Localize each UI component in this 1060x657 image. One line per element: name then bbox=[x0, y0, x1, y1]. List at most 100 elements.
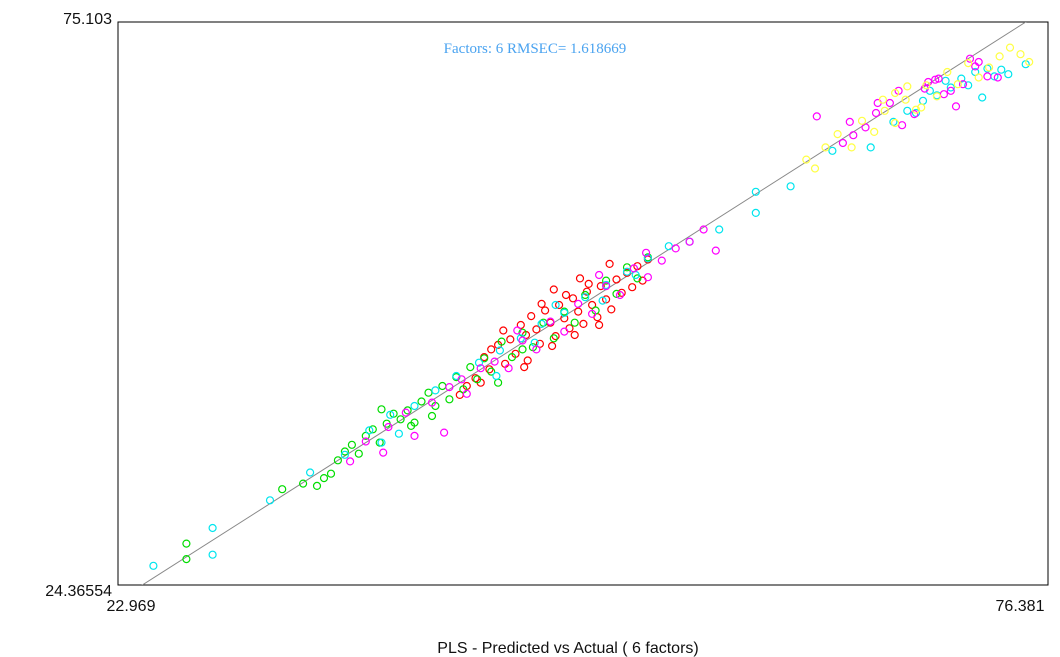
data-point bbox=[974, 57, 983, 67]
data-point bbox=[537, 319, 546, 328]
data-point bbox=[857, 116, 867, 125]
data-point bbox=[786, 182, 795, 191]
data-point bbox=[617, 288, 626, 297]
data-point bbox=[657, 256, 666, 265]
data-point bbox=[340, 447, 349, 456]
data-point bbox=[932, 92, 942, 101]
data-point bbox=[601, 295, 611, 304]
data-point bbox=[838, 138, 848, 148]
data-point bbox=[554, 300, 564, 310]
data-point bbox=[368, 425, 377, 434]
y-tick-label-bottom: 24.36554 bbox=[45, 583, 112, 600]
data-point bbox=[182, 539, 191, 548]
data-point bbox=[487, 345, 496, 354]
data-point bbox=[473, 375, 482, 384]
data-point bbox=[540, 306, 550, 315]
data-point bbox=[532, 345, 541, 354]
data-point bbox=[903, 82, 912, 91]
data-point bbox=[427, 411, 437, 421]
data-point bbox=[1005, 43, 1015, 52]
data-point bbox=[1016, 50, 1025, 59]
data-point bbox=[424, 388, 433, 397]
data-point bbox=[939, 90, 949, 99]
data-point bbox=[547, 341, 557, 351]
data-point bbox=[340, 450, 349, 459]
data-point bbox=[601, 276, 611, 285]
data-point bbox=[878, 95, 888, 104]
data-point bbox=[427, 398, 437, 407]
data-point bbox=[903, 106, 912, 115]
data-point bbox=[870, 127, 879, 136]
data-point bbox=[490, 357, 499, 366]
data-point bbox=[354, 449, 363, 458]
data-point bbox=[594, 320, 604, 330]
data-point bbox=[401, 408, 410, 417]
data-point bbox=[182, 554, 191, 564]
data-point bbox=[911, 105, 921, 114]
data-point bbox=[951, 102, 961, 111]
data-point bbox=[871, 108, 881, 118]
data-point bbox=[671, 244, 680, 253]
data-point bbox=[847, 143, 856, 152]
data-point bbox=[326, 469, 336, 478]
data-point bbox=[312, 481, 322, 490]
data-point bbox=[518, 336, 527, 345]
data-point bbox=[946, 86, 955, 95]
data-point bbox=[410, 431, 419, 440]
data-point bbox=[575, 274, 585, 283]
data-point bbox=[574, 307, 583, 316]
data-point bbox=[890, 118, 900, 128]
data-point bbox=[897, 121, 907, 130]
data-point bbox=[386, 410, 395, 419]
data-points bbox=[149, 43, 1034, 570]
data-point bbox=[579, 319, 588, 328]
data-point bbox=[377, 438, 386, 447]
data-point bbox=[598, 296, 607, 305]
data-point bbox=[711, 246, 720, 255]
y-tick-label-top: 75.103 bbox=[63, 11, 112, 28]
data-point bbox=[612, 275, 621, 284]
data-point bbox=[403, 406, 412, 415]
data-point bbox=[504, 364, 513, 373]
data-point bbox=[417, 397, 426, 406]
data-point bbox=[995, 52, 1004, 61]
data-point bbox=[612, 289, 621, 298]
data-point bbox=[513, 326, 522, 335]
data-point bbox=[922, 81, 931, 90]
data-point bbox=[812, 112, 821, 121]
data-point bbox=[715, 225, 724, 234]
data-point bbox=[885, 98, 895, 108]
data-point bbox=[560, 308, 569, 317]
data-point bbox=[849, 131, 858, 140]
data-point bbox=[457, 375, 466, 384]
data-point bbox=[485, 365, 494, 374]
data-point bbox=[549, 285, 558, 294]
data-point bbox=[890, 88, 900, 98]
data-point bbox=[596, 282, 605, 291]
data-point bbox=[641, 248, 651, 257]
data-point bbox=[615, 290, 625, 300]
data-point bbox=[911, 108, 921, 118]
data-point bbox=[574, 299, 583, 308]
data-point bbox=[462, 389, 471, 398]
data-point bbox=[551, 332, 560, 341]
data-point bbox=[931, 75, 940, 84]
data-point bbox=[934, 74, 943, 83]
data-point bbox=[476, 364, 485, 373]
x-tick-label-right: 76.381 bbox=[996, 598, 1045, 615]
data-point bbox=[445, 383, 454, 392]
data-point bbox=[516, 334, 525, 343]
data-point bbox=[601, 282, 611, 291]
data-point bbox=[551, 300, 560, 310]
data-point bbox=[584, 279, 593, 288]
data-point bbox=[993, 73, 1002, 82]
data-point bbox=[208, 523, 217, 533]
data-point bbox=[499, 326, 508, 335]
data-point bbox=[506, 335, 515, 344]
data-point bbox=[607, 305, 616, 314]
data-point bbox=[570, 330, 579, 340]
plot-area bbox=[117, 21, 1049, 586]
data-point bbox=[389, 409, 398, 418]
data-point bbox=[889, 117, 898, 127]
annotation-text: Factors: 6 RMSEC= 1.618669 bbox=[444, 41, 627, 57]
